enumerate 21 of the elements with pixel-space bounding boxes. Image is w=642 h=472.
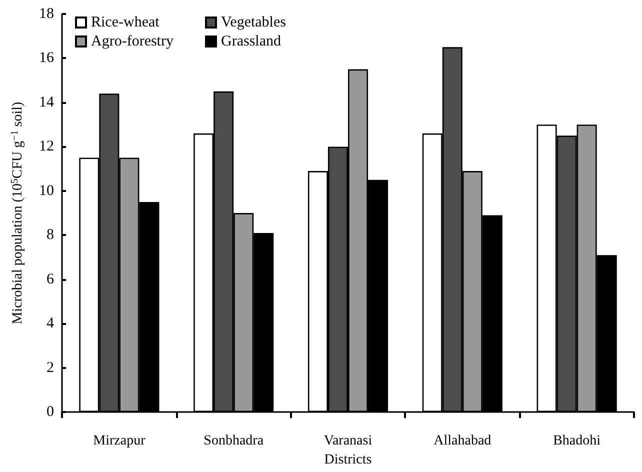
x-tick-label: Bhadohi xyxy=(553,434,601,449)
x-tick-label: Mirzapur xyxy=(93,434,146,449)
y-tick-label: 4 xyxy=(46,316,54,332)
y-tick-label: 16 xyxy=(39,50,54,66)
y-tick-label: 8 xyxy=(46,227,54,244)
x-axis-title: Districts xyxy=(324,452,372,468)
y-tick-label: 6 xyxy=(46,271,54,288)
x-tick-label: Sonbhadra xyxy=(204,434,264,449)
legend-label: Grassland xyxy=(221,34,282,50)
y-tick-label: 14 xyxy=(39,94,54,110)
legend-label: Rice-wheat xyxy=(91,14,160,30)
x-tick-label: Allahabad xyxy=(434,434,492,449)
y-tick-label: 2 xyxy=(46,360,54,376)
legend-label: Agro-forestry xyxy=(91,34,174,50)
y-tick-label: 10 xyxy=(39,182,54,199)
y-tick-label: 0 xyxy=(46,404,54,420)
y-tick-label: 12 xyxy=(39,138,54,155)
legend-label: Vegetables xyxy=(221,14,286,30)
y-tick-label: 18 xyxy=(39,6,54,22)
x-tick-label: Varanasi xyxy=(324,434,372,449)
y-axis-title: Microbial population (105CFU g−1 soil) xyxy=(10,101,26,324)
